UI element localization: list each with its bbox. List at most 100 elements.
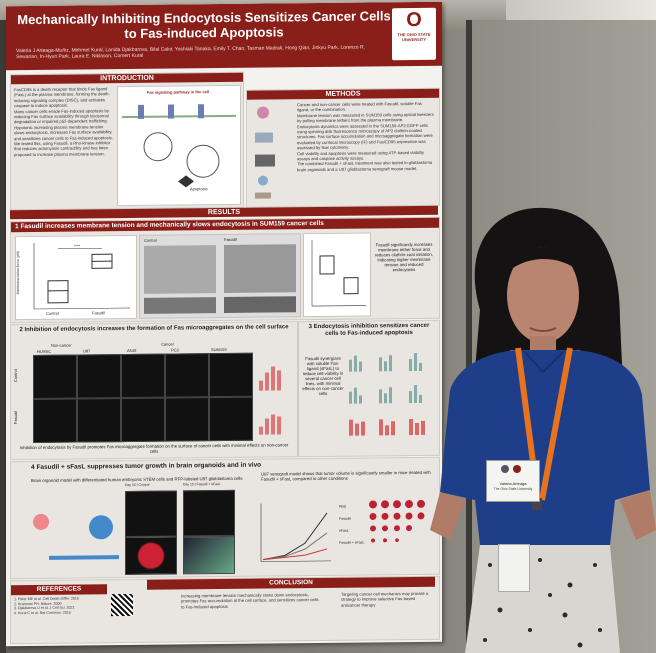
poster-title: Mechanically Inhibiting Endocytosis Sens… — [17, 8, 391, 42]
y-axis-label: Membrane tether force (pN) — [16, 251, 20, 295]
intro-bullet: Hypotonic increasing plasma membrane ten… — [14, 124, 113, 141]
result-1-note: Fasudil significantly increases membrane… — [374, 241, 434, 273]
panel-label-control: Control — [144, 237, 157, 243]
micrograph — [165, 353, 209, 398]
row-fasudil: Fasudil — [13, 411, 18, 425]
row-control: Control — [13, 369, 18, 383]
col-sum159: SUM159 — [211, 346, 227, 353]
conclusion-text-left: Increasing membrane tension mechanically… — [181, 592, 319, 610]
university-name: THE OHIO STATE UNIVERSITY — [397, 31, 431, 43]
panel-label-fasudil: Fasudil — [224, 236, 237, 242]
micrograph — [209, 396, 253, 442]
xenograft-text: U87 xenograft model shows that tumor vol… — [261, 469, 431, 482]
result-2-number: 2 — [19, 327, 23, 334]
result-1-section: 1 Fasudil increases membrane tension and… — [10, 216, 440, 324]
significance-stars: **** — [74, 243, 81, 249]
col-u87: U87 — [83, 348, 91, 354]
conclusion-heading: CONCLUSION — [147, 576, 435, 590]
initiation-boxplot — [303, 232, 371, 318]
result-1-title: Fasudil increases membrane tension and m… — [20, 219, 324, 231]
apoptosis-label: Apoptosis — [190, 186, 208, 192]
result-4-number: 4 — [31, 463, 35, 472]
intro-bullet: FasCD95 is a death receptor that binds F… — [14, 86, 110, 109]
micrograph — [165, 397, 209, 442]
tether-force-boxplot: **** Control Fasudil Membrane tether for… — [15, 234, 137, 321]
boxplot-svg — [33, 242, 130, 310]
organoid-control-label: Day 15 | Control — [125, 482, 150, 488]
control-cell-image — [144, 245, 216, 294]
x-label-control: Control — [46, 310, 59, 316]
micrograph — [33, 398, 77, 444]
organoid-treated-image — [183, 489, 235, 537]
result-3-note: Fasudil synergizes with soluble Fas-liga… — [302, 355, 344, 397]
tumor-row-label: Fasudil — [339, 516, 351, 521]
footer-section: REFERENCES 1. Peter ME et al. Cell Death… — [10, 575, 440, 645]
microscopy-panels: Control Fasudil — [139, 233, 301, 319]
result-3-title: Endocytosis inhibition sensitizes cancer… — [313, 322, 430, 337]
research-poster: Mechanically Inhibiting Endocytosis Sens… — [6, 1, 442, 647]
methods-heading: METHODS — [247, 88, 439, 100]
fasudil-kymograph — [224, 296, 296, 313]
col-a549: A549 — [127, 347, 137, 354]
organoid-control-image — [125, 490, 177, 538]
organoid-control-rfp — [125, 536, 177, 576]
micrograph — [121, 397, 165, 443]
micrograph — [77, 354, 121, 399]
poster-authors: Valeria J Arteaga-Muñiz, Mehmet Kural, L… — [16, 44, 365, 61]
excised-tumors — [369, 499, 425, 543]
result-3-number: 3 — [308, 324, 312, 331]
poster-header: Mechanically Inhibiting Endocytosis Sens… — [6, 1, 442, 71]
x-label-fasudil: Fasudil — [92, 310, 105, 316]
result-4-title: Fasudil + sFasL suppresses tumor growth … — [36, 461, 262, 471]
badge-org: The Ohio State University — [493, 487, 533, 491]
organoid-treated-label: Day 15 | Fasudil + sFasL — [183, 482, 221, 487]
introduction-section: INTRODUCTION FasCD95 is a death receptor… — [10, 71, 244, 211]
method-bullet: Endocytosis dynamics were assessed in th… — [297, 122, 433, 151]
introduction-heading: INTRODUCTION — [11, 72, 243, 85]
organoid-schematic — [33, 513, 119, 560]
aggregate-bar-charts — [259, 366, 281, 435]
intro-bullet: Many cancer cells evade Fas-induced apop… — [14, 107, 109, 125]
diagram-label: Fas signaling pathway in the cell — [146, 89, 210, 95]
col-pc3: PC3 — [171, 347, 179, 353]
qr-code — [111, 593, 133, 617]
micrograph — [209, 352, 253, 398]
result-2-title: Inhibition of endocytosis increases the … — [24, 324, 289, 334]
reference-item: 4. Kural C et al. Nat Commun. 2015 — [14, 610, 71, 615]
result-1-number: 1 — [15, 223, 19, 231]
pathway-illustration — [122, 104, 236, 188]
micrograph — [33, 354, 77, 400]
method-bullet: The combined Fasudil + sFasL treatment w… — [297, 160, 433, 173]
result-2-heading: 2 Inhibition of endocytosis increases th… — [15, 324, 293, 334]
methods-section: METHODS Cancer and non-cancer cells were… — [246, 87, 440, 208]
tumor-row-label: sFasL — [339, 528, 349, 533]
boxplot2-svg — [311, 240, 366, 307]
name-badge: Valeria Arteaga The Ohio State Universit… — [486, 460, 540, 502]
poster-board-edge-left — [0, 20, 6, 653]
tumor-growth-chart — [260, 503, 331, 562]
result-3-heading: 3 Endocytosis inhibition sensitizes canc… — [302, 323, 436, 338]
badge-logo-icon — [501, 465, 509, 473]
organoid-treated-rfp — [183, 535, 235, 575]
result-2-caption: Inhibition of endocytosis by Fasudil pro… — [19, 442, 289, 454]
micrograph — [121, 353, 165, 399]
fasudil-cell-image — [224, 244, 296, 293]
intro-bullet: We tested this, using Fasudil, a Rho-kin… — [14, 140, 111, 158]
conclusion-text-right: Targeting cancer-cell mechanics may prov… — [341, 590, 429, 608]
badge-logo-icon — [513, 465, 521, 473]
result-3-section: 3 Endocytosis inhibition sensitizes canc… — [298, 319, 440, 458]
result-4-section: 4 Fasudil + sFasL suppresses tumor growt… — [10, 456, 440, 580]
references-heading: REFERENCES — [11, 584, 107, 596]
result-2-section: 2 Inhibition of endocytosis increases th… — [10, 321, 298, 461]
non-cancer-label: Non-cancer — [51, 342, 72, 348]
col-huvec: HUVEC — [37, 348, 52, 354]
result-1-heading: 1 Fasudil increases membrane tension and… — [11, 217, 439, 233]
control-kymograph — [144, 297, 216, 314]
university-logo: O THE OHIO STATE UNIVERSITY — [392, 7, 436, 61]
presenter-person — [430, 207, 656, 653]
cancer-label: Cancer — [161, 341, 174, 347]
tumor-row-labels: PBS Fasudil sFasL Fasudil + sFasL — [339, 501, 364, 549]
tumor-row-label: PBS — [339, 504, 347, 509]
fas-pathway-diagram: Fas signaling pathway in the cell Apopto… — [117, 84, 241, 207]
